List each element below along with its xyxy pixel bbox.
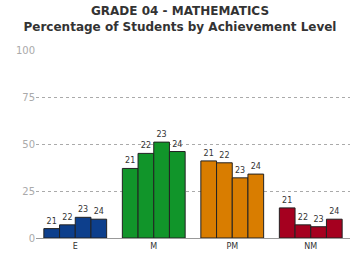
svg-text:22: 22 bbox=[62, 213, 72, 222]
svg-text:24: 24 bbox=[94, 207, 104, 216]
svg-text:M: M bbox=[150, 242, 157, 251]
svg-text:NM: NM bbox=[304, 242, 317, 251]
svg-text:24: 24 bbox=[251, 162, 261, 171]
svg-text:23: 23 bbox=[78, 205, 88, 214]
svg-text:22: 22 bbox=[141, 141, 151, 150]
svg-text:24: 24 bbox=[329, 207, 339, 216]
svg-text:24: 24 bbox=[172, 140, 182, 149]
svg-text:50: 50 bbox=[22, 139, 35, 150]
svg-text:21: 21 bbox=[125, 156, 135, 165]
svg-text:E: E bbox=[73, 242, 78, 251]
svg-text:22: 22 bbox=[298, 213, 308, 222]
svg-text:PM: PM bbox=[226, 242, 238, 251]
svg-text:75: 75 bbox=[22, 92, 35, 103]
svg-text:100: 100 bbox=[16, 45, 35, 56]
svg-text:GRADE 04 - MATHEMATICSPercenta: GRADE 04 - MATHEMATICSPercentage of Stud… bbox=[24, 4, 337, 34]
svg-text:23: 23 bbox=[157, 130, 167, 139]
svg-text:21: 21 bbox=[204, 149, 214, 158]
svg-text:22: 22 bbox=[219, 151, 229, 160]
svg-text:0: 0 bbox=[29, 233, 35, 244]
svg-text:21: 21 bbox=[47, 217, 57, 226]
svg-text:23: 23 bbox=[314, 215, 324, 224]
svg-text:25: 25 bbox=[22, 186, 35, 197]
svg-text:21: 21 bbox=[282, 196, 292, 205]
svg-text:23: 23 bbox=[235, 166, 245, 175]
